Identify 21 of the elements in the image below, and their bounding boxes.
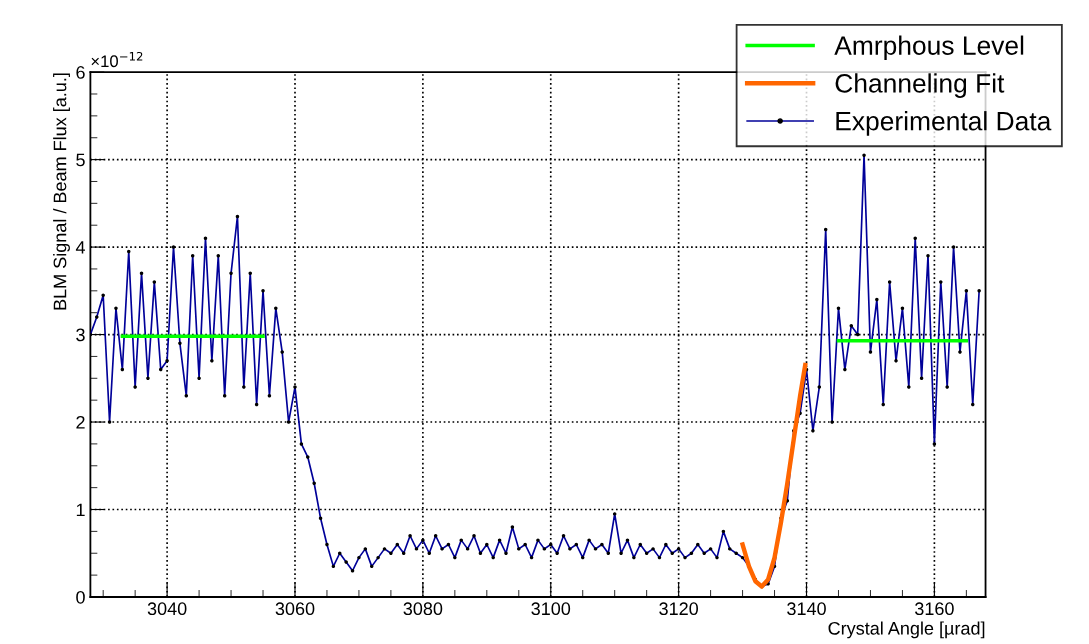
y-tick-label: 6 [76, 66, 85, 79]
y-tick-label: 5 [76, 153, 85, 167]
y-tick-label: 4 [75, 241, 85, 254]
legend-label: Amrphous Level [834, 35, 1024, 61]
line-series [740, 362, 808, 589]
y-tick-label: 2 [76, 415, 85, 429]
x-tick-label: 3120 [659, 602, 699, 616]
x-tick-label: 3160 [915, 602, 954, 616]
x-tick-label: 3080 [403, 602, 443, 616]
x-tick-label: 3060 [275, 602, 315, 616]
y-axis-title: BLM Signal / Beam Flux [a.u.] [53, 73, 70, 310]
x-tick-label: 3040 [147, 602, 187, 616]
text: ×10$^{−12}$ [91, 51, 143, 68]
legend-label: Channeling Fit [835, 73, 1005, 98]
y-tick-label: 1 [76, 503, 85, 517]
x-tick-label: 3100 [531, 602, 571, 616]
y-tick-label: 0 [76, 590, 85, 604]
x-tick-label: 3140 [787, 602, 826, 616]
x-axis-title: Crystal Angle [µrad] [828, 621, 985, 639]
y-tick-label: 3 [76, 328, 85, 342]
legend-label: Experimental Data [836, 111, 1052, 136]
